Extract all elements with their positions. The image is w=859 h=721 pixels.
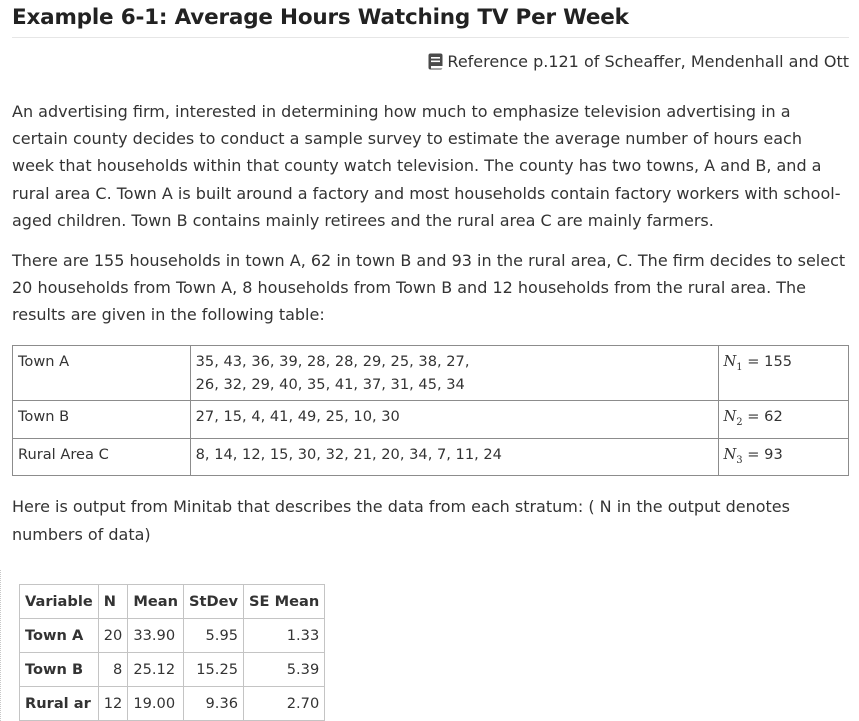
stratum-name: Town B — [12, 399, 191, 439]
n-value: = 62 — [742, 407, 783, 425]
n-value: = 93 — [742, 445, 783, 463]
variable-cell: Town A — [19, 617, 99, 653]
column-header: Mean — [127, 583, 184, 619]
stdev-cell: 15.25 — [182, 651, 245, 687]
n-subscript: 3 — [736, 454, 743, 466]
se-mean-cell: 2.70 — [243, 685, 326, 721]
book-icon — [428, 53, 443, 70]
stratum-name: Rural Area C — [12, 437, 191, 477]
page-title: Example 6-1: Average Hours Watching TV P… — [12, 0, 849, 38]
variable-cell: Town B — [19, 651, 99, 687]
values-line: 35, 43, 36, 39, 28, 28, 29, 25, 38, 27, — [195, 352, 470, 370]
column-header: N — [97, 583, 129, 619]
n-symbol: N — [723, 352, 737, 370]
stdev-cell: 5.95 — [182, 617, 245, 653]
n-value: = 155 — [742, 352, 793, 370]
population-size: N1 = 155 — [717, 344, 850, 401]
table-row: Rural ar 12 19.00 9.36 2.70 — [19, 685, 326, 721]
sample-paragraph: There are 155 households in town A, 62 i… — [12, 251, 846, 325]
stratum-name: Town A — [12, 344, 191, 401]
n-cell: 12 — [97, 685, 129, 721]
minitab-stats-table: Variable N Mean StDev SE Mean Town A 20 … — [19, 583, 326, 721]
population-size: N2 = 62 — [717, 399, 850, 439]
n-cell: 8 — [97, 651, 129, 687]
stratum-values: 8, 14, 12, 15, 30, 32, 21, 20, 34, 7, 11… — [189, 437, 719, 477]
n-symbol: N — [723, 445, 737, 463]
stdev-cell: 9.36 — [182, 685, 245, 721]
stratum-values: 27, 15, 4, 41, 49, 25, 10, 30 — [189, 399, 719, 439]
minitab-output: Variable N Mean StDev SE Mean Town A 20 … — [0, 569, 849, 721]
n-subscript: 1 — [736, 361, 743, 373]
n-symbol: N — [723, 407, 737, 425]
table-row: Town B 27, 15, 4, 41, 49, 25, 10, 30 N2 … — [12, 399, 850, 439]
mean-cell: 19.00 — [127, 685, 184, 721]
column-header: Variable — [19, 583, 99, 619]
table-row: Town B 8 25.12 15.25 5.39 — [19, 651, 326, 687]
table-header-row: Variable N Mean StDev SE Mean — [19, 583, 326, 619]
n-cell: 20 — [97, 617, 129, 653]
reference-text: Reference p.121 of Scheaffer, Mendenhall… — [447, 52, 849, 71]
population-size: N3 = 93 — [717, 437, 850, 477]
se-mean-cell: 1.33 — [243, 617, 326, 653]
table-row: Rural Area C 8, 14, 12, 15, 30, 32, 21, … — [12, 437, 850, 477]
variable-cell: Rural ar — [19, 685, 99, 721]
stratum-values: 35, 43, 36, 39, 28, 28, 29, 25, 38, 27, … — [189, 344, 719, 401]
table-row: Town A 20 33.90 5.95 1.33 — [19, 617, 326, 653]
se-mean-cell: 5.39 — [243, 651, 326, 687]
column-header: StDev — [182, 583, 245, 619]
mean-cell: 25.12 — [127, 651, 184, 687]
values-line: 26, 32, 29, 40, 35, 41, 37, 31, 45, 34 — [195, 375, 465, 393]
reference-line: Reference p.121 of Scheaffer, Mendenhall… — [12, 50, 849, 80]
minitab-paragraph: Here is output from Minitab that describ… — [12, 497, 790, 544]
mean-cell: 33.90 — [127, 617, 184, 653]
table-row: Town A 35, 43, 36, 39, 28, 28, 29, 25, 3… — [12, 344, 850, 401]
stratum-data-table: Town A 35, 43, 36, 39, 28, 28, 29, 25, 3… — [12, 344, 850, 477]
column-header: SE Mean — [243, 583, 326, 619]
intro-paragraph: An advertising firm, interested in deter… — [12, 102, 841, 230]
n-subscript: 2 — [736, 416, 743, 428]
